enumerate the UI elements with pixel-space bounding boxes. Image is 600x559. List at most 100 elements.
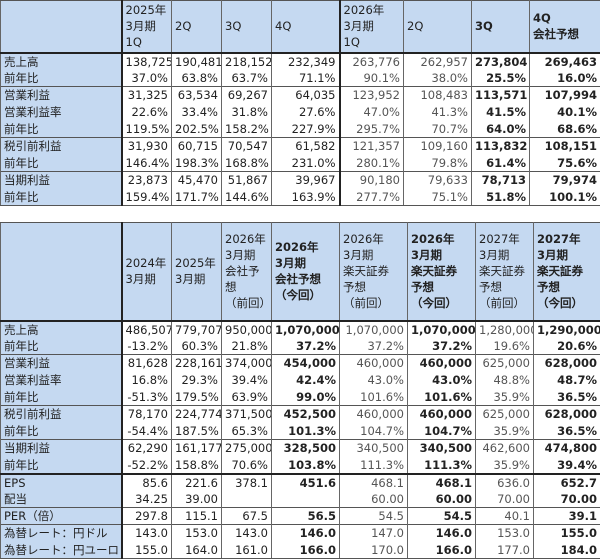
- table-cell: 31,930: [122, 138, 172, 155]
- table-cell: 460,000: [408, 406, 476, 423]
- row-label: 配当: [1, 491, 122, 508]
- table-cell: 60,715: [172, 138, 222, 155]
- col-header: 2026年 3月期 楽天証券 予想 （今回）: [408, 223, 476, 321]
- table-cell: 70.6%: [222, 457, 272, 474]
- table-cell: 263,776: [340, 53, 404, 70]
- table-cell: 64.0%: [472, 121, 530, 138]
- table-cell: 99.0%: [272, 389, 340, 406]
- row-label: 営業利益: [1, 87, 122, 104]
- table-cell: 63.9%: [222, 389, 272, 406]
- table-cell: 371,500: [222, 406, 272, 423]
- table-cell: -13.2%: [122, 338, 172, 355]
- header-corner: [1, 223, 122, 321]
- row-label: 為替レート：円ユーロ: [1, 542, 122, 559]
- table-cell: 121,357: [340, 138, 404, 155]
- table-cell: 51.8%: [472, 189, 530, 206]
- table-cell: 71.1%: [272, 70, 340, 87]
- table-cell: 104.7%: [340, 423, 408, 440]
- table-cell: 41.5%: [472, 104, 530, 121]
- table-cell: 90.1%: [340, 70, 404, 87]
- col-header: 2027年 3月期 楽天証券 予想 （今回）: [534, 223, 600, 321]
- table-cell: 101.3%: [272, 423, 340, 440]
- table-cell: 468.1: [340, 474, 408, 491]
- table-cell: 146.0: [408, 525, 476, 542]
- table-cell: 161,177: [172, 440, 222, 457]
- table-cell: 138,725: [122, 53, 172, 70]
- row-label: 税引前利益: [1, 406, 122, 423]
- table-cell: 47.0%: [340, 104, 404, 121]
- table-cell: 23,873: [122, 172, 172, 189]
- table-cell: 39,967: [272, 172, 340, 189]
- table-cell: 104.7%: [408, 423, 476, 440]
- col-header: 3Q: [222, 1, 272, 53]
- table-cell: 119.5%: [122, 121, 172, 138]
- table-cell: 171.7%: [172, 189, 222, 206]
- table-cell: 61,582: [272, 138, 340, 155]
- col-header: 4Q: [272, 1, 340, 53]
- table-cell: 90,180: [340, 172, 404, 189]
- table-cell: 460,000: [408, 355, 476, 372]
- table-cell: 101.6%: [408, 389, 476, 406]
- quarterly-header-row: 2025年 3月期 1Q 2Q 3Q 4Q 2026年 3月期 1Q 2Q 3Q…: [1, 1, 600, 53]
- table-cell: 280.1%: [340, 155, 404, 172]
- table-cell: 269,463: [530, 53, 600, 70]
- table-cell: 273,804: [472, 53, 530, 70]
- table-cell: 123,952: [340, 87, 404, 104]
- table-cell: 454,000: [272, 355, 340, 372]
- table-cell: 224,774: [172, 406, 222, 423]
- table-cell: 460,000: [340, 355, 408, 372]
- table-cell: 462,600: [476, 440, 534, 457]
- table-cell: 48.7%: [534, 372, 600, 389]
- table-cell: 36.5%: [534, 423, 600, 440]
- table-cell: 277.7%: [340, 189, 404, 206]
- table-cell: 39.4%: [534, 457, 600, 474]
- table-cell: 295.7%: [340, 121, 404, 138]
- row-label: EPS: [1, 474, 122, 491]
- table-cell: 155.0: [534, 525, 600, 542]
- table-cell: 155.0: [122, 542, 172, 559]
- table-cell: 625,000: [476, 406, 534, 423]
- table-cell: 143.0: [122, 525, 172, 542]
- header-corner: [1, 1, 122, 53]
- table-cell: 69,267: [222, 87, 272, 104]
- table-cell: 70.00: [476, 491, 534, 508]
- table-cell: 31.8%: [222, 104, 272, 121]
- table-cell: 374,000: [222, 355, 272, 372]
- table-cell: 85.6: [122, 474, 172, 491]
- table-row: 前年比-51.3%179.5%63.9%99.0%101.6%101.6%35.…: [1, 389, 600, 406]
- table-cell: 54.5: [408, 508, 476, 525]
- table-cell: 628,000: [534, 406, 600, 423]
- row-label: 営業利益率: [1, 104, 122, 121]
- table-cell: 460,000: [340, 406, 408, 423]
- col-header: 2026年 3月期 会社予想 （今回）: [272, 223, 340, 321]
- table-cell: 147.0: [340, 525, 408, 542]
- table-cell: 628,000: [534, 355, 600, 372]
- table-cell: 166.0: [408, 542, 476, 559]
- table-cell: 143.0: [222, 525, 272, 542]
- row-label: 前年比: [1, 189, 122, 206]
- table-cell: 36.5%: [534, 389, 600, 406]
- col-header: 2Q: [172, 1, 222, 53]
- table-cell: 228,161: [172, 355, 222, 372]
- table-row: 前年比-13.2%60.3%21.8%37.2%37.2%37.2%19.6%2…: [1, 338, 600, 355]
- col-header: 2025年 3月期 1Q: [122, 1, 172, 53]
- table-cell: 111.3%: [340, 457, 408, 474]
- table-cell: 70.7%: [404, 121, 472, 138]
- table-cell: 40.1%: [530, 104, 600, 121]
- table-cell: 297.8: [122, 508, 172, 525]
- table-cell: 25.5%: [472, 70, 530, 87]
- table-cell: 170.0: [340, 542, 408, 559]
